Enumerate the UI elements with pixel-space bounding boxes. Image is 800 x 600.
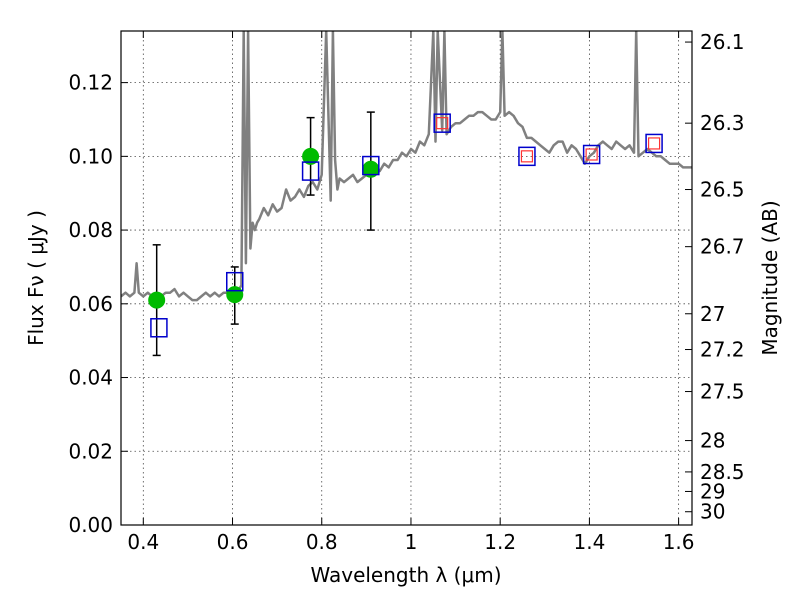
- plot-area: [121, 31, 692, 357]
- axis-ticks: 0.4 0.6 0.8 1 1.2 1.4 1.6 0.00 0.02 0.04 0.06 0.08 0…: [68, 30, 744, 554]
- model-flux-square: [226, 271, 244, 292]
- model-spectrum-line: [121, 31, 692, 302]
- model-flux-inner-square: [436, 117, 449, 130]
- plot-frame: [120, 30, 693, 526]
- y2-tick-label: 26.3: [700, 111, 745, 135]
- y2-tick-label: 29: [700, 479, 725, 503]
- model-flux-inner-square: [585, 148, 598, 161]
- y2-tick-label: 26.5: [700, 178, 745, 202]
- model-flux-inner-square: [520, 150, 534, 163]
- model-flux-square: [150, 318, 168, 338]
- model-flux-square: [301, 161, 320, 181]
- y2-tick-label: 26.1: [700, 30, 745, 54]
- y2-tick-label: 30: [700, 500, 725, 524]
- x-tick-label: 1: [405, 530, 418, 554]
- observed-flux-point: [148, 291, 166, 309]
- y2-tick-label: 27.5: [700, 380, 745, 404]
- x-tick-label: 1.6: [663, 530, 695, 554]
- x-tick-label: 1.2: [484, 530, 516, 554]
- y-tick-label: 0.00: [68, 513, 113, 537]
- y-tick-label: 0.06: [68, 292, 113, 316]
- x-tick-label: 0.8: [306, 530, 338, 554]
- x-tick-label: 0.4: [127, 530, 159, 554]
- y2-axis-label: Magnitude (AB): [758, 200, 782, 355]
- observed-flux-point: [226, 286, 244, 304]
- y-tick-label: 0.12: [68, 71, 113, 95]
- y2-tick-label: 27.2: [700, 338, 745, 362]
- model-flux-square: [362, 155, 380, 176]
- model-flux-square: [582, 144, 601, 165]
- y-axis-label: Flux Fν ( μJy ): [24, 210, 48, 346]
- model-flux-square: [433, 113, 451, 133]
- model-flux-inner-square: [647, 137, 661, 150]
- y-tick-label: 0.08: [68, 218, 113, 242]
- y2-tick-label: 27: [700, 302, 725, 326]
- y2-tick-label: 26.7: [700, 235, 745, 259]
- x-axis-label: Wavelength λ (μm): [310, 563, 501, 587]
- y-tick-label: 0.02: [68, 439, 113, 463]
- model-flux-square: [645, 133, 663, 154]
- y2-tick-label: 28: [700, 429, 725, 453]
- x-tick-label: 0.6: [217, 530, 249, 554]
- observed-flux-point: [302, 147, 320, 165]
- y-tick-label: 0.10: [68, 144, 113, 168]
- y2-tick-label: 28.5: [700, 460, 745, 484]
- model-flux-square: [518, 146, 536, 167]
- grid-lines: [121, 31, 692, 526]
- x-tick-label: 1.4: [573, 530, 605, 554]
- y-tick-label: 0.04: [68, 366, 113, 390]
